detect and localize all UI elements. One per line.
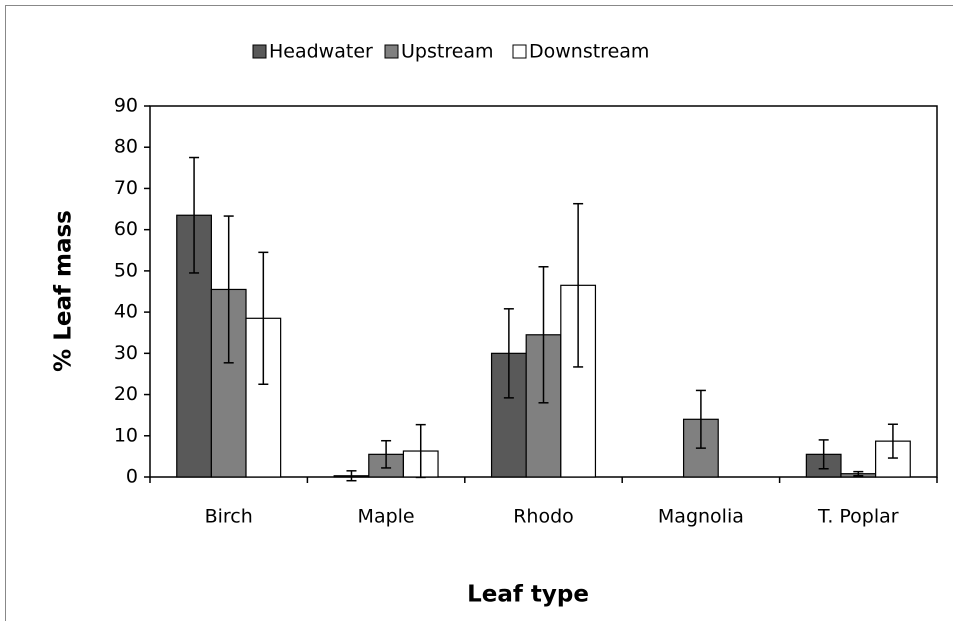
error-bar [189,156,200,274]
y-tick-label: 70 [114,177,138,199]
error-bar [538,266,549,404]
x-tick-label: Birch [205,506,253,528]
y-axis-title: % Leaf mass [51,210,77,372]
error-bar [381,439,392,469]
y-tick-label: 90 [114,95,138,117]
x-axis-title: Leaf type [467,582,589,608]
x-tick-label: Maple [358,506,415,528]
x-tick-label: Rhodo [513,506,574,528]
error-bar [853,470,864,477]
y-tick-label: 0 [126,466,138,488]
legend-label: Headwater [269,41,373,63]
error-bar [818,439,829,470]
legend-label: Upstream [401,41,494,63]
x-tick-label: T. Poplar [817,506,899,528]
legend-swatch [512,44,527,59]
error-bar [695,389,706,449]
y-tick-label: 50 [114,259,138,281]
y-tick-label: 40 [114,301,138,323]
error-bar [573,202,584,368]
y-tick-label: 20 [114,383,138,405]
bar [210,288,247,478]
chart-frame [5,5,953,621]
y-tick-label: 60 [114,218,138,240]
legend-swatch [384,44,399,59]
error-bar [346,470,357,482]
error-bar [223,215,234,364]
legend-label: Downstream [529,41,649,63]
error-bar [503,308,514,399]
y-tick-label: 10 [114,424,138,446]
error-bar [415,423,426,479]
legend-swatch [252,44,267,59]
error-bar [258,251,269,385]
error-bar [887,423,898,459]
bar [176,214,212,478]
y-tick-label: 80 [114,136,138,158]
y-tick-label: 30 [114,342,138,364]
x-tick-label: Magnolia [658,506,744,528]
